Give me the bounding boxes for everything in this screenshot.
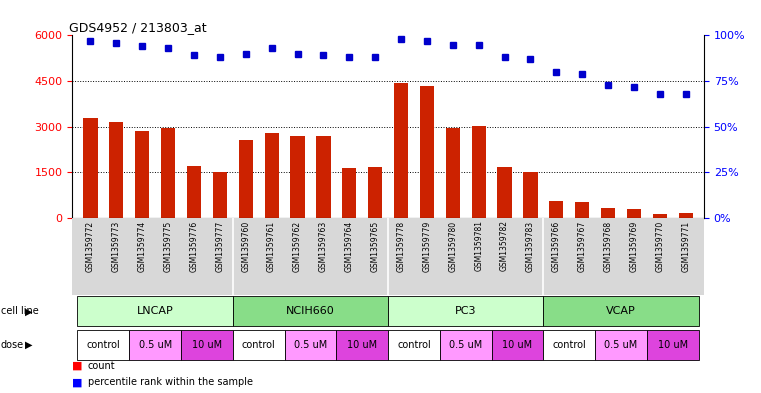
Text: GSM1359770: GSM1359770 bbox=[655, 220, 664, 272]
Bar bbox=[213, 171, 227, 218]
Bar bbox=[129, 330, 181, 360]
Bar bbox=[394, 83, 408, 218]
Bar bbox=[647, 330, 699, 360]
Bar bbox=[440, 330, 492, 360]
Bar bbox=[342, 168, 356, 218]
Bar bbox=[388, 296, 543, 327]
Bar bbox=[543, 296, 699, 327]
Text: GSM1359782: GSM1359782 bbox=[500, 220, 509, 272]
Text: GSM1359777: GSM1359777 bbox=[215, 220, 224, 272]
Bar bbox=[472, 126, 486, 218]
Text: ■: ■ bbox=[72, 377, 83, 387]
Text: ▶: ▶ bbox=[25, 340, 33, 350]
Text: GSM1359762: GSM1359762 bbox=[293, 220, 302, 272]
Text: NCIH660: NCIH660 bbox=[286, 307, 335, 316]
Text: VCAP: VCAP bbox=[607, 307, 636, 316]
Bar bbox=[679, 213, 693, 218]
Bar bbox=[233, 330, 285, 360]
Text: GSM1359763: GSM1359763 bbox=[319, 220, 328, 272]
Bar bbox=[161, 128, 175, 218]
Text: GSM1359766: GSM1359766 bbox=[552, 220, 561, 272]
Bar bbox=[83, 118, 97, 218]
Bar bbox=[524, 172, 537, 218]
Bar bbox=[135, 131, 149, 218]
Text: cell line: cell line bbox=[1, 307, 39, 316]
Text: LNCAP: LNCAP bbox=[137, 307, 174, 316]
Text: GSM1359780: GSM1359780 bbox=[448, 220, 457, 272]
Text: GSM1359760: GSM1359760 bbox=[241, 220, 250, 272]
Text: 0.5 uM: 0.5 uM bbox=[294, 340, 327, 350]
Text: GSM1359765: GSM1359765 bbox=[371, 220, 380, 272]
Text: ▶: ▶ bbox=[25, 307, 33, 316]
Text: 10 uM: 10 uM bbox=[658, 340, 688, 350]
Text: GSM1359767: GSM1359767 bbox=[578, 220, 587, 272]
Bar bbox=[187, 166, 201, 218]
Bar bbox=[549, 201, 563, 218]
Text: percentile rank within the sample: percentile rank within the sample bbox=[88, 377, 253, 387]
Bar bbox=[78, 296, 233, 327]
Text: 10 uM: 10 uM bbox=[347, 340, 377, 350]
Text: 10 uM: 10 uM bbox=[502, 340, 533, 350]
Text: 0.5 uM: 0.5 uM bbox=[139, 340, 172, 350]
Text: 10 uM: 10 uM bbox=[192, 340, 222, 350]
Text: GSM1359776: GSM1359776 bbox=[189, 220, 199, 272]
Bar bbox=[498, 167, 511, 218]
Text: ■: ■ bbox=[72, 361, 83, 371]
Bar bbox=[595, 330, 647, 360]
Bar bbox=[543, 330, 595, 360]
Bar bbox=[601, 208, 615, 218]
Text: 0.5 uM: 0.5 uM bbox=[449, 340, 482, 350]
Bar bbox=[233, 296, 388, 327]
Text: GSM1359768: GSM1359768 bbox=[603, 220, 613, 272]
Bar bbox=[181, 330, 233, 360]
Text: count: count bbox=[88, 361, 115, 371]
Bar bbox=[239, 140, 253, 218]
Text: control: control bbox=[552, 340, 586, 350]
Bar bbox=[265, 134, 279, 218]
Text: PC3: PC3 bbox=[455, 307, 476, 316]
Bar bbox=[420, 86, 434, 218]
Bar bbox=[492, 330, 543, 360]
Text: GSM1359773: GSM1359773 bbox=[112, 220, 121, 272]
Text: control: control bbox=[397, 340, 431, 350]
Bar bbox=[317, 136, 330, 218]
Text: GSM1359783: GSM1359783 bbox=[526, 220, 535, 272]
Text: GSM1359761: GSM1359761 bbox=[267, 220, 276, 272]
Text: GSM1359778: GSM1359778 bbox=[396, 220, 406, 272]
Text: GSM1359771: GSM1359771 bbox=[681, 220, 690, 272]
Bar bbox=[336, 330, 388, 360]
Bar bbox=[388, 330, 440, 360]
Text: GDS4952 / 213803_at: GDS4952 / 213803_at bbox=[69, 21, 207, 34]
Text: GSM1359772: GSM1359772 bbox=[86, 220, 95, 272]
Text: GSM1359774: GSM1359774 bbox=[138, 220, 147, 272]
Text: GSM1359775: GSM1359775 bbox=[164, 220, 173, 272]
Bar bbox=[575, 202, 589, 218]
Bar bbox=[653, 213, 667, 218]
Bar bbox=[446, 128, 460, 218]
Bar bbox=[368, 167, 382, 218]
Bar bbox=[78, 330, 129, 360]
Text: GSM1359764: GSM1359764 bbox=[345, 220, 354, 272]
Text: GSM1359769: GSM1359769 bbox=[629, 220, 638, 272]
Bar bbox=[109, 122, 123, 218]
Text: GSM1359781: GSM1359781 bbox=[474, 220, 483, 272]
Bar bbox=[285, 330, 336, 360]
Bar bbox=[627, 209, 642, 218]
Text: control: control bbox=[87, 340, 120, 350]
Text: control: control bbox=[242, 340, 275, 350]
Text: dose: dose bbox=[1, 340, 24, 350]
Text: 0.5 uM: 0.5 uM bbox=[604, 340, 638, 350]
Text: GSM1359779: GSM1359779 bbox=[422, 220, 431, 272]
Bar bbox=[291, 136, 304, 218]
